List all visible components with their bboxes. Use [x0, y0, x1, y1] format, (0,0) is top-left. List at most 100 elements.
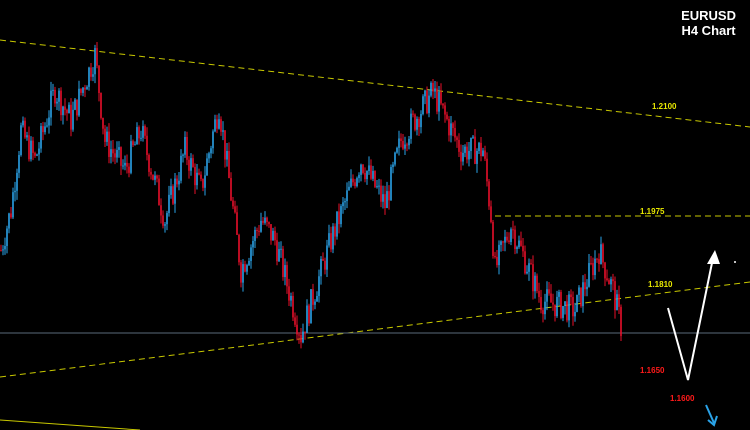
- candle-body: [534, 275, 536, 292]
- candle-body: [18, 154, 20, 173]
- candle-body: [156, 175, 158, 179]
- candle-body: [616, 294, 618, 311]
- candle-body: [454, 128, 456, 138]
- candle-body: [524, 251, 526, 274]
- candle-body: [100, 92, 102, 118]
- candle-body: [572, 297, 574, 317]
- candle-body: [154, 175, 156, 180]
- candle-body: [72, 109, 74, 130]
- candle-body: [268, 222, 270, 225]
- candle-body: [610, 279, 612, 285]
- candle-body: [590, 263, 592, 265]
- candle-body: [264, 217, 266, 223]
- candle-body: [426, 90, 428, 114]
- arrow-up-head-icon: [707, 250, 720, 264]
- candle-body: [122, 165, 124, 167]
- candle-body: [246, 265, 248, 272]
- candle-body: [78, 88, 80, 116]
- candle-body: [418, 118, 420, 128]
- candle-body: [210, 148, 212, 154]
- candle-body: [280, 248, 282, 250]
- candle-body: [272, 230, 274, 241]
- candle-body: [308, 305, 310, 324]
- candle-body: [530, 263, 532, 265]
- candle-body: [314, 301, 316, 305]
- candle-body: [162, 215, 164, 226]
- candle-body: [94, 48, 96, 75]
- candle-body: [458, 139, 460, 152]
- candle-body: [356, 178, 358, 187]
- candle-body: [238, 234, 240, 263]
- candle-body: [242, 264, 244, 283]
- candle-body: [224, 130, 226, 160]
- candle-body: [558, 291, 560, 297]
- candle-body: [582, 282, 584, 307]
- candle-body: [374, 170, 376, 187]
- candle-body: [44, 126, 46, 133]
- upper-trendline: [0, 39, 750, 128]
- candle-body: [452, 123, 454, 129]
- candle-body: [612, 279, 614, 282]
- arrow-down-head-icon: [707, 415, 718, 427]
- candle-body: [378, 185, 380, 187]
- candle-body: [28, 135, 30, 160]
- candle-body: [204, 175, 206, 188]
- candle-body: [324, 260, 326, 270]
- candle-body: [296, 324, 298, 335]
- candle-body: [20, 125, 22, 155]
- candle-body: [566, 301, 568, 321]
- candle-body: [548, 289, 550, 294]
- candle-body: [22, 120, 24, 126]
- candle-body: [326, 245, 328, 270]
- candle-body: [286, 265, 288, 287]
- candle-body: [408, 138, 410, 146]
- candle-body: [350, 178, 352, 187]
- candle-body: [146, 135, 148, 155]
- candle-body: [508, 240, 510, 242]
- candle-body: [30, 140, 32, 160]
- candle-body: [106, 131, 108, 142]
- level-label-1-1650: 1.1650: [640, 366, 665, 375]
- candle-body: [194, 166, 196, 186]
- candle-body: [434, 88, 436, 92]
- candle-body: [46, 125, 48, 127]
- candle-body: [310, 289, 312, 324]
- candle-body: [320, 258, 322, 277]
- candle-body: [514, 229, 516, 249]
- candle-body: [382, 194, 384, 202]
- candle-body: [476, 150, 478, 164]
- candle-body: [256, 229, 258, 231]
- candle-body: [362, 164, 364, 174]
- candle-body: [186, 136, 188, 160]
- candle-body: [130, 141, 132, 173]
- candle-body: [460, 151, 462, 162]
- candle-body: [312, 289, 314, 305]
- candle-body: [198, 172, 200, 175]
- candle-body: [206, 158, 208, 176]
- candle-body: [492, 221, 494, 257]
- candle-body: [64, 106, 66, 110]
- candle-body: [132, 141, 134, 146]
- candle-body: [60, 90, 62, 116]
- candle-body: [392, 164, 394, 167]
- candle-body: [266, 217, 268, 223]
- candle-body: [212, 131, 214, 149]
- candle-body: [58, 90, 60, 102]
- candle-body: [538, 291, 540, 298]
- candle-body: [302, 331, 304, 343]
- candle-body: [334, 226, 336, 237]
- candle-body: [360, 164, 362, 175]
- candle-body: [410, 113, 412, 139]
- candle-body: [446, 114, 448, 119]
- candle-body: [170, 186, 172, 195]
- candle-body: [188, 159, 190, 171]
- candle-body: [126, 162, 128, 167]
- candle-body: [82, 87, 84, 93]
- candle-body: [108, 131, 110, 157]
- candle-body: [128, 166, 130, 173]
- candle-body: [142, 126, 144, 138]
- candle-body: [404, 144, 406, 149]
- candle-body: [230, 178, 232, 201]
- candle-body: [180, 155, 182, 181]
